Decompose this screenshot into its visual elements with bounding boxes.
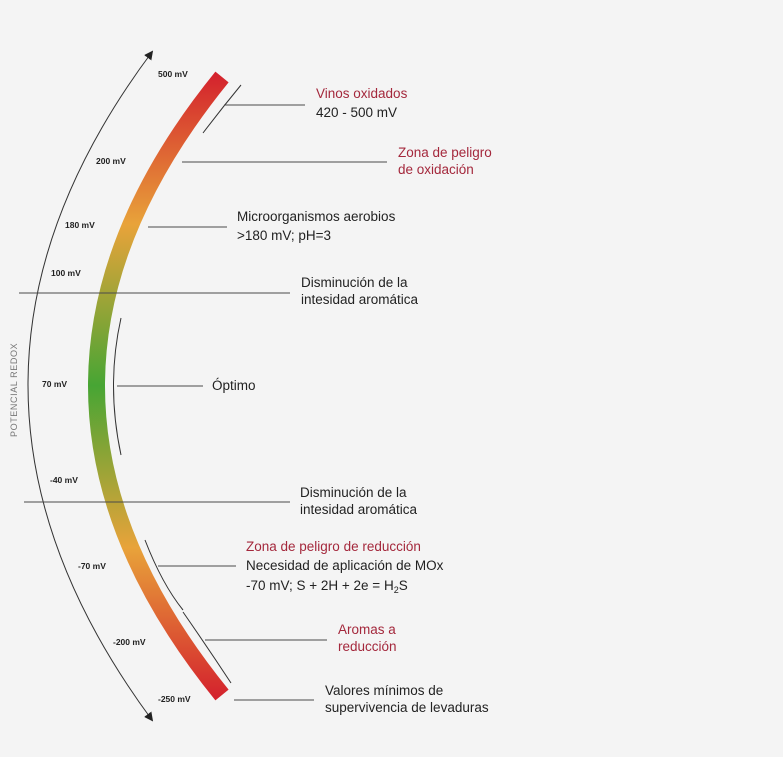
disminucion-superior-line2: intesidad aromática: [301, 292, 419, 307]
disminucion-inferior-line2: intesidad aromática: [300, 502, 418, 517]
mv-label-neg250: -250 mV: [158, 694, 191, 704]
aerobios-title: Microorganismos aerobios: [237, 209, 396, 224]
aerobios-detail: >180 mV; pH=3: [237, 228, 331, 243]
valores-minimos-line2: supervivencia de levaduras: [325, 700, 489, 715]
bracket-optimum: [113, 317, 122, 456]
disminucion-superior-line1: Disminución de la: [301, 275, 408, 290]
mv-label-500: 500 mV: [158, 69, 188, 79]
peligro-oxidacion-line2: de oxidación: [398, 162, 474, 177]
mv-label-200: 200 mV: [96, 156, 126, 166]
aromas-reduccion-line1: Aromas a: [338, 622, 396, 637]
mv-label-neg200: -200 mV: [113, 637, 146, 647]
formula-subscript: 2: [394, 585, 399, 595]
potential-arrow: [27, 50, 154, 722]
formula-part-a: -70 mV; S + 2H + 2e = H: [246, 578, 394, 593]
formula-part-b: S: [399, 578, 408, 593]
mv-label-180: 180 mV: [65, 220, 95, 230]
peligro-reduccion-formula: -70 mV; S + 2H + 2e = H2S: [246, 578, 408, 595]
bracket-oxidized: [202, 84, 242, 134]
peligro-reduccion-title: Zona de peligro de reducción: [246, 539, 421, 554]
peligro-reduccion-line2: Necesidad de aplicación de MOx: [246, 558, 444, 573]
valores-minimos-line1: Valores mínimos de: [325, 683, 443, 698]
mv-label-70: 70 mV: [42, 379, 67, 389]
bracket-reduction: [144, 539, 184, 611]
optimo-title: Óptimo: [212, 378, 256, 393]
axis-title: POTENCIAL REDOX: [9, 343, 19, 437]
peligro-oxidacion-line1: Zona de peligro: [398, 145, 492, 160]
redox-gradient-band: [88, 71, 229, 701]
mv-label-neg40: -40 mV: [50, 475, 78, 485]
mv-label-neg70: -70 mV: [78, 561, 106, 571]
disminucion-inferior-line1: Disminución de la: [300, 485, 407, 500]
vinos-oxidados-title: Vinos oxidados: [316, 86, 408, 101]
mv-label-100: 100 mV: [51, 268, 81, 278]
vinos-oxidados-range: 420 - 500 mV: [316, 105, 397, 120]
aromas-reduccion-line2: reducción: [338, 639, 397, 654]
bracket-reduction-aromas: [182, 611, 232, 684]
